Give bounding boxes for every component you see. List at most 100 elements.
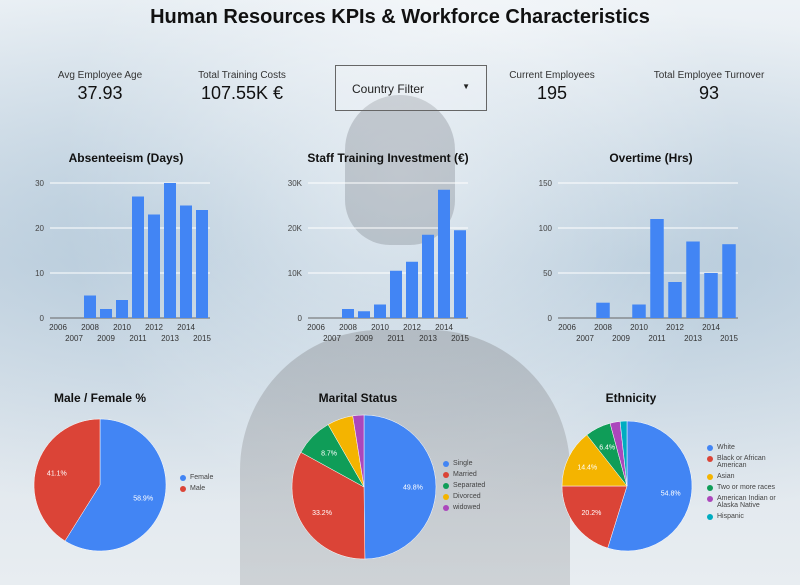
legend-item[interactable]: Black or African American xyxy=(707,455,787,469)
x-tick-label: 2015 xyxy=(451,334,469,343)
bar[interactable] xyxy=(180,205,192,319)
bar[interactable] xyxy=(84,295,96,319)
absenteeism-chart-title: Absenteeism (Days) xyxy=(68,151,184,165)
bar[interactable] xyxy=(438,189,450,318)
legend-item[interactable]: Divorced xyxy=(443,493,513,500)
kpi-turnover-value: 93 xyxy=(698,83,720,103)
legend-label: Female xyxy=(190,474,214,481)
pie-slice[interactable] xyxy=(64,418,167,552)
x-tick-label: 2015 xyxy=(720,334,738,343)
y-tick-label: 10 xyxy=(35,269,44,278)
bar[interactable] xyxy=(406,261,418,318)
bar[interactable] xyxy=(116,300,128,318)
marital-legend: Single Married Separated Divorced widowed xyxy=(443,460,513,515)
x-tick-label: 2014 xyxy=(702,323,720,332)
legend-item[interactable]: Two or more races xyxy=(707,484,787,491)
bar[interactable] xyxy=(196,210,208,318)
bar[interactable] xyxy=(100,309,112,318)
bar[interactable] xyxy=(422,234,434,318)
x-tick-label: 2012 xyxy=(403,323,421,332)
kpi-current-employees: Current Employees 195 xyxy=(477,70,627,104)
bar[interactable] xyxy=(454,230,466,318)
pie-slice[interactable] xyxy=(33,418,101,542)
bar[interactable] xyxy=(704,273,718,318)
y-tick-label: 0 xyxy=(548,314,553,323)
y-tick-label: 20K xyxy=(288,224,303,233)
pie-value-label: 8.7% xyxy=(321,451,337,458)
x-tick-label: 2006 xyxy=(558,323,576,332)
x-tick-label: 2013 xyxy=(684,334,702,343)
bar[interactable] xyxy=(722,244,736,318)
x-tick-label: 2013 xyxy=(161,334,179,343)
x-tick-label: 2009 xyxy=(97,334,115,343)
x-tick-label: 2012 xyxy=(145,323,163,332)
bar[interactable] xyxy=(132,196,144,319)
legend-label: Separated xyxy=(453,482,486,489)
y-tick-label: 10K xyxy=(288,269,303,278)
x-tick-label: 2009 xyxy=(612,334,630,343)
y-tick-label: 20 xyxy=(35,224,44,233)
kpi-training-costs-value: 107.55K € xyxy=(200,83,284,103)
bar[interactable] xyxy=(632,304,646,319)
ethnicity-legend: White Black or African American Asian Two o… xyxy=(707,444,787,524)
y-tick-label: 150 xyxy=(539,179,553,188)
legend-label: Divorced xyxy=(453,493,481,500)
legend-item[interactable]: Asian xyxy=(707,473,787,480)
legend-item[interactable]: Female xyxy=(180,474,250,481)
legend-item[interactable]: Married xyxy=(443,471,513,478)
pie-slice[interactable] xyxy=(363,414,437,560)
pie-slice[interactable] xyxy=(352,414,365,488)
legend-item[interactable]: Hispanic xyxy=(707,513,787,520)
bar[interactable] xyxy=(164,183,176,318)
legend-swatch xyxy=(443,483,449,489)
bar[interactable] xyxy=(596,302,610,318)
legend-swatch xyxy=(707,474,713,480)
legend-swatch xyxy=(443,461,449,467)
legend-swatch xyxy=(707,445,713,451)
bar[interactable] xyxy=(650,219,664,318)
bar[interactable] xyxy=(686,241,700,319)
pie-value-label: 49.8% xyxy=(403,485,423,492)
x-tick-label: 2010 xyxy=(113,323,131,332)
legend-label: American Indian or Alaska Native xyxy=(717,495,776,509)
x-tick-label: 2008 xyxy=(594,323,612,332)
bar[interactable] xyxy=(148,214,160,319)
pie-slice[interactable] xyxy=(607,420,693,552)
marital-chart-title: Marital Status xyxy=(318,391,398,405)
legend-swatch xyxy=(443,505,449,511)
bar[interactable] xyxy=(374,304,386,319)
y-tick-label: 100 xyxy=(539,224,553,233)
x-tick-label: 2010 xyxy=(630,323,648,332)
bar[interactable] xyxy=(390,270,402,318)
country-filter-dropdown[interactable]: Country Filter ▼ xyxy=(335,65,487,111)
x-tick-label: 2009 xyxy=(355,334,373,343)
legend-item[interactable]: American Indian or Alaska Native xyxy=(707,495,787,509)
kpi-avg-age-label: Avg Employee Age xyxy=(57,70,143,81)
legend-label: Married xyxy=(453,471,477,478)
y-tick-label: 30 xyxy=(35,179,44,188)
legend-label: Two or more races xyxy=(717,484,775,491)
gender-legend: Female Male xyxy=(180,474,250,496)
overtime-bar-chart: 0501001502006200720082009201020112012201… xyxy=(539,179,739,343)
pie-slice[interactable] xyxy=(291,451,366,560)
legend-item[interactable]: widowed xyxy=(443,504,513,511)
bar[interactable] xyxy=(668,282,682,318)
pie-value-label: 14.4% xyxy=(577,465,597,472)
pie-slice[interactable] xyxy=(561,485,628,549)
legend-item[interactable]: White xyxy=(707,444,787,451)
legend-item[interactable]: Male xyxy=(180,485,250,492)
legend-item[interactable]: Separated xyxy=(443,482,513,489)
pie-slice[interactable] xyxy=(561,434,628,487)
absenteeism-bar-chart: 0 10 20 30 2006 2007 2008 2009 2010 2011 2012 2013 2… xyxy=(35,179,211,343)
kpi-avg-age: Avg Employee Age 37.93 xyxy=(25,70,175,104)
legend-swatch xyxy=(707,485,713,491)
legend-item[interactable]: Single xyxy=(443,460,513,467)
pie-value-label: 54.8% xyxy=(661,491,681,498)
x-tick-label: 2007 xyxy=(65,334,83,343)
pie-slice[interactable] xyxy=(619,420,628,487)
country-filter-label: Country Filter xyxy=(352,82,425,96)
pie-value-label: 6.4% xyxy=(599,444,615,451)
bar[interactable] xyxy=(358,311,370,318)
legend-swatch xyxy=(707,514,713,520)
bar[interactable] xyxy=(342,309,354,318)
